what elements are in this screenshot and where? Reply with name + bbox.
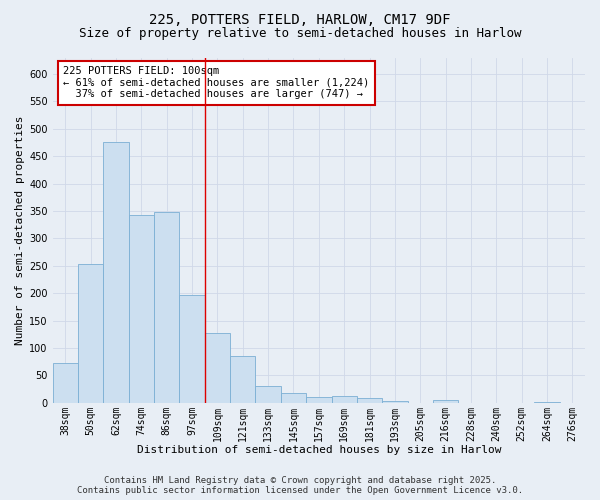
Bar	[230, 356, 256, 403]
Bar	[129, 215, 154, 403]
Text: Size of property relative to semi-detached houses in Harlow: Size of property relative to semi-detach…	[79, 28, 521, 40]
Bar	[433, 400, 458, 403]
Bar	[103, 142, 129, 403]
Bar	[357, 398, 382, 403]
Bar	[535, 402, 560, 403]
Bar	[332, 396, 357, 403]
Bar	[78, 264, 103, 403]
Bar	[53, 364, 78, 403]
Bar	[205, 333, 230, 403]
Y-axis label: Number of semi-detached properties: Number of semi-detached properties	[15, 116, 25, 345]
Bar	[154, 212, 179, 403]
Bar	[306, 397, 332, 403]
Bar	[382, 401, 407, 403]
Bar	[281, 394, 306, 403]
Bar	[179, 295, 205, 403]
Text: 225 POTTERS FIELD: 100sqm
← 61% of semi-detached houses are smaller (1,224)
  37: 225 POTTERS FIELD: 100sqm ← 61% of semi-…	[63, 66, 370, 100]
Text: 225, POTTERS FIELD, HARLOW, CM17 9DF: 225, POTTERS FIELD, HARLOW, CM17 9DF	[149, 12, 451, 26]
X-axis label: Distribution of semi-detached houses by size in Harlow: Distribution of semi-detached houses by …	[137, 445, 501, 455]
Bar	[256, 386, 281, 403]
Text: Contains HM Land Registry data © Crown copyright and database right 2025.
Contai: Contains HM Land Registry data © Crown c…	[77, 476, 523, 495]
